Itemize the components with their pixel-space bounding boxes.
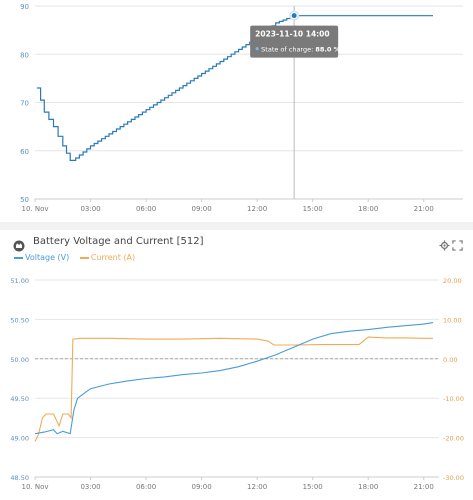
soc-tooltip-box bbox=[250, 25, 339, 58]
panel-divider bbox=[0, 222, 473, 230]
vc-x-tick-label: 10. Nov bbox=[21, 483, 48, 491]
vc-y-left-tick-label: 48.50 bbox=[10, 474, 29, 482]
legend-current[interactable]: Current (A) bbox=[79, 253, 136, 262]
soc-y-tick-label: 50 bbox=[20, 196, 29, 204]
soc-tooltip-dot bbox=[255, 47, 259, 51]
legend-current-swatch bbox=[79, 256, 89, 259]
vc-x-tick-label: 03:00 bbox=[80, 483, 100, 491]
voltage-current-chart: 48.50 49.00 49.50 50.00 50.50 51.00 -30.00 -20.… bbox=[10, 277, 464, 491]
soc-x-tick-label: 21:00 bbox=[414, 205, 434, 213]
state-of-charge-chart: 50 60 70 80 90 10. Nov 03:00 06:00 09:00 12:00 15:… bbox=[20, 3, 463, 213]
soc-x-tick-label: 03:00 bbox=[80, 205, 100, 213]
vc-y-left-tick-label: 50.50 bbox=[10, 316, 29, 324]
vc-y-right-tick-label: 20.00 bbox=[443, 277, 462, 285]
soc-y-tick-label: 90 bbox=[20, 3, 29, 11]
soc-series-line bbox=[36, 15, 433, 161]
vc-y-right-tick-label: -10.00 bbox=[443, 395, 464, 403]
vc-x-tick-label: 18:00 bbox=[358, 483, 378, 491]
legend-voltage-swatch bbox=[14, 256, 23, 259]
soc-tooltip-label: State of charge: 88.0 % bbox=[261, 46, 341, 54]
soc-y-tick-label: 80 bbox=[20, 51, 29, 59]
battery-icon bbox=[13, 237, 25, 252]
vc-y-left-tick-label: 49.00 bbox=[10, 435, 29, 443]
soc-tooltip-value: 88.0 % bbox=[315, 46, 340, 54]
soc-x-tick-label: 09:00 bbox=[192, 205, 212, 213]
gear-icon[interactable] bbox=[439, 236, 450, 251]
soc-y-tick-label: 70 bbox=[20, 100, 29, 108]
panel-title: Battery Voltage and Current [512] bbox=[33, 236, 204, 247]
vc-y-right-tick-label: -30.00 bbox=[443, 474, 464, 482]
soc-y-tick-label: 60 bbox=[20, 148, 29, 156]
legend-voltage[interactable]: Voltage (V) bbox=[14, 253, 69, 262]
vc-y-right-tick-label: 10.00 bbox=[443, 316, 462, 324]
vc-voltage-line bbox=[34, 322, 434, 435]
soc-x-tick-label: 18:00 bbox=[358, 205, 378, 213]
soc-x-tick-label: 12:00 bbox=[247, 205, 267, 213]
vc-x-tick-label: 12:00 bbox=[247, 483, 267, 491]
vc-y-right-tick-label: 0.00 bbox=[443, 356, 457, 364]
soc-marker bbox=[290, 12, 298, 20]
vc-x-tick-label: 09:00 bbox=[192, 483, 212, 491]
vc-y-right-tick-label: -20.00 bbox=[443, 435, 464, 443]
soc-tooltip-title: 2023-11-10 14:00 bbox=[255, 30, 329, 39]
soc-x-tick-label: 06:00 bbox=[136, 205, 156, 213]
vc-y-left-tick-label: 50.00 bbox=[10, 356, 29, 364]
legend-current-label: Current (A) bbox=[90, 253, 136, 262]
soc-x-tick-label: 15:00 bbox=[303, 205, 323, 213]
vc-current-line bbox=[34, 336, 433, 442]
vc-x-tick-label: 15:00 bbox=[303, 483, 323, 491]
vc-y-left-tick-label: 51.00 bbox=[10, 277, 29, 285]
legend-voltage-label: Voltage (V) bbox=[25, 253, 70, 262]
expand-icon[interactable] bbox=[452, 236, 463, 251]
vc-y-left-tick-label: 49.50 bbox=[10, 395, 29, 403]
vc-x-tick-label: 21:00 bbox=[414, 483, 434, 491]
vc-x-tick-label: 06:00 bbox=[136, 483, 156, 491]
legend: Voltage (V) Current (A) bbox=[14, 253, 143, 262]
soc-x-tick-label: 10. Nov bbox=[21, 205, 48, 213]
